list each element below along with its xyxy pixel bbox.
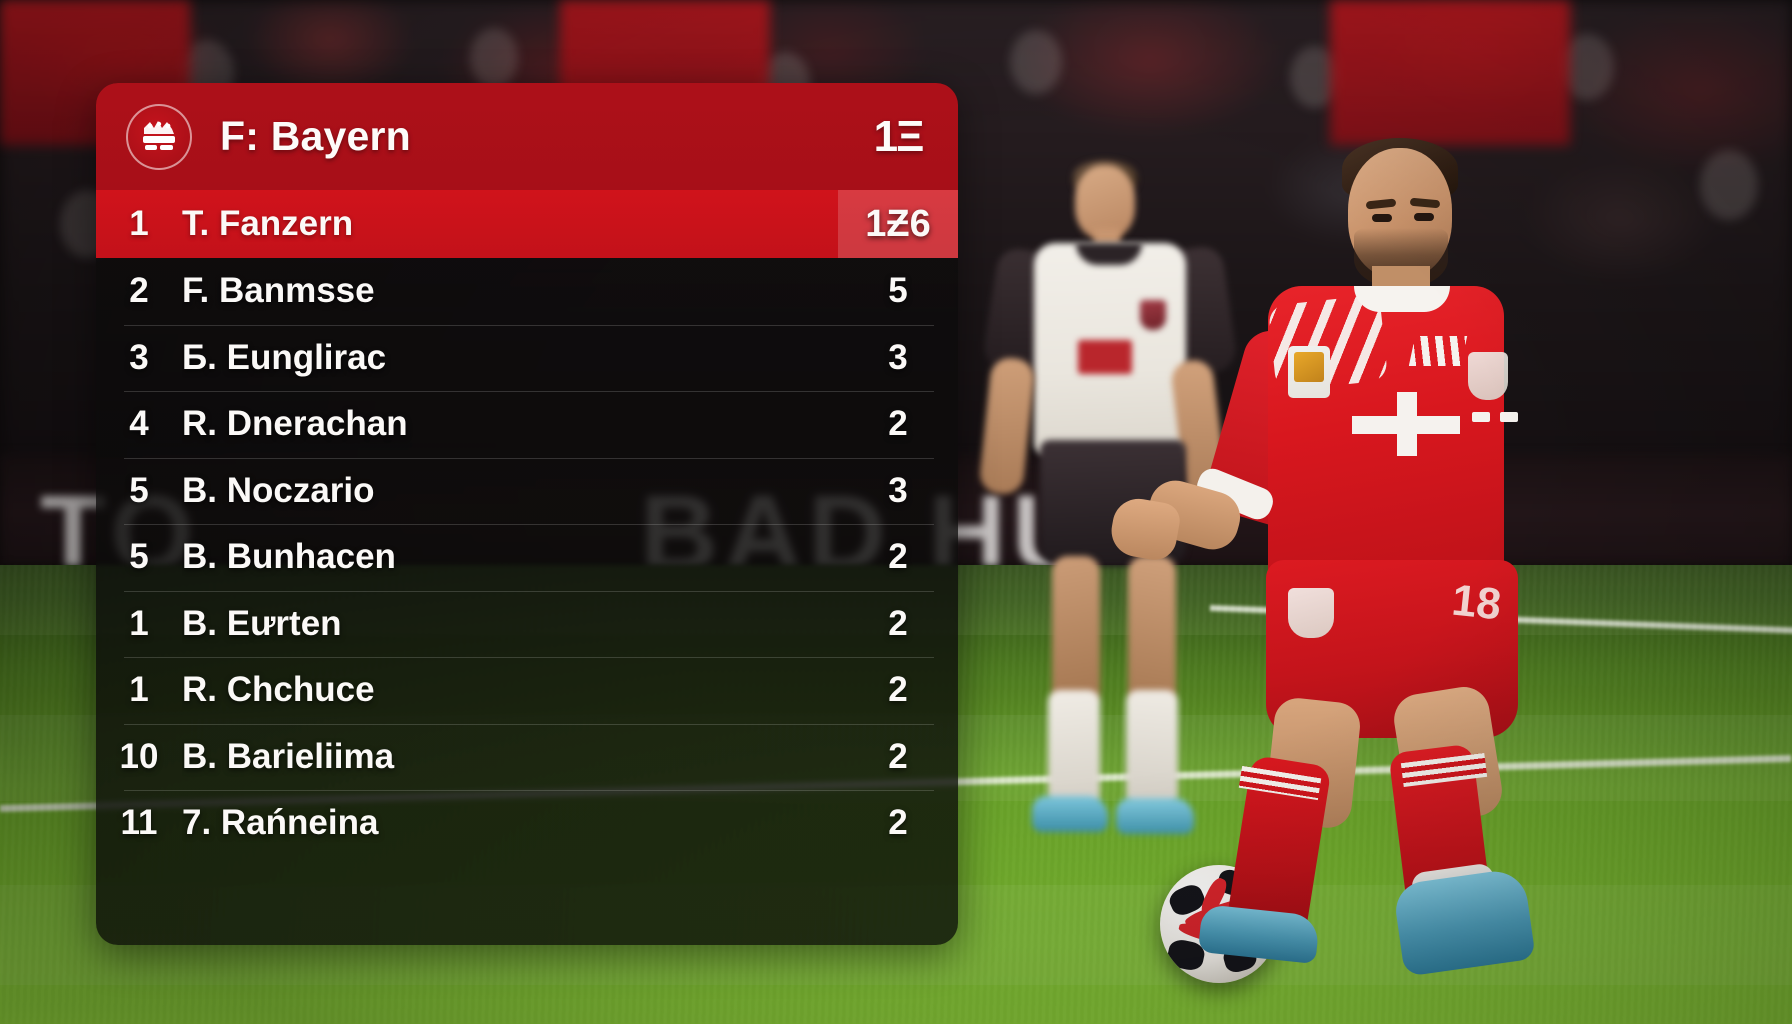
row-rank: 11	[120, 803, 158, 843]
row-name: B. Bunhacen	[182, 537, 396, 577]
shirt-sponsor-logo	[1352, 392, 1460, 456]
row-name: 7. Rańneina	[182, 803, 379, 843]
row-name: F. Banmsse	[182, 271, 375, 311]
row-value: 2	[888, 603, 908, 643]
table-row[interactable]: 5 B. Bunhacen 2	[96, 524, 958, 591]
row-rank: 5	[129, 537, 149, 577]
row-name: T. Fanzern	[182, 204, 354, 243]
page-title: F: Bayern	[220, 113, 411, 159]
player-shorts-number: 18	[1449, 575, 1504, 630]
table-row[interactable]: 5 B. Noczario 3	[96, 457, 958, 525]
row-name: B. Eưrten	[182, 603, 342, 643]
table-row[interactable]: 1 B. Eưrten 2	[96, 590, 958, 658]
player-eye	[1372, 214, 1392, 222]
row-value: 2	[888, 537, 908, 577]
league-badge-inner	[1294, 352, 1324, 382]
crowd-figure	[1010, 30, 1062, 94]
shirt-sponsor-dot	[1500, 412, 1518, 422]
stats-overlay-panel: F: Bayern 1Ξ 1 T. Fanzern 1Ƶ6 2 F. Banms…	[96, 83, 958, 945]
row-rank: 2	[129, 271, 149, 311]
shirt-sponsor-dot	[1472, 412, 1490, 422]
led-panel-red	[1330, 0, 1570, 145]
row-value: 2	[888, 404, 908, 444]
shorts-crest-icon	[1288, 588, 1334, 638]
club-crest-shirt-icon	[1468, 352, 1508, 400]
row-value: 3	[888, 470, 908, 510]
table-row[interactable]: 10 B. Barieliima 2	[96, 723, 958, 791]
row-name: B. Noczario	[182, 470, 375, 510]
row-value: 1Ƶ6	[838, 190, 958, 258]
background-player-sock	[1048, 690, 1100, 806]
background-player-collar	[1076, 243, 1142, 265]
row-name: Б. Eunglirac	[182, 337, 387, 377]
row-name: R. Chchuce	[182, 670, 375, 710]
background-player-boot	[1116, 798, 1194, 834]
background-player-sock	[1126, 690, 1178, 806]
background-player-crest	[1140, 300, 1166, 330]
row-value: 3	[888, 337, 908, 377]
row-rank: 1	[129, 670, 149, 710]
player-boot	[1392, 867, 1536, 977]
row-value: 2	[888, 736, 908, 776]
bundesliga-badge-icon: 1Ξ	[873, 111, 925, 161]
table-row[interactable]: 1 T. Fanzern 1Ƶ6	[96, 190, 958, 258]
player-eye	[1414, 213, 1434, 221]
table-row[interactable]: 3 Б. Eunglirac 3	[96, 324, 958, 392]
row-name: B. Barieliima	[182, 736, 395, 776]
row-value: 2	[888, 670, 908, 710]
row-rank: 4	[129, 404, 149, 444]
row-rank: 5	[129, 470, 149, 510]
row-rank: 1	[129, 204, 149, 243]
row-name: R. Dnerachan	[182, 404, 408, 444]
row-rank: 1	[129, 603, 149, 643]
panel-header: F: Bayern 1Ξ	[96, 83, 958, 190]
row-rank: 10	[119, 736, 159, 776]
background-player-sponsor-logo	[1078, 340, 1132, 374]
stats-rows-list: 1 T. Fanzern 1Ƶ6 2 F. Banmsse 5 3 Б. Eun…	[96, 190, 958, 857]
crowd-figure	[1700, 150, 1758, 220]
background-player-head	[1075, 165, 1135, 239]
table-row[interactable]: 1 R. Chchuce 2	[96, 657, 958, 724]
table-row[interactable]: 4 R. Dnerachan 2	[96, 391, 958, 458]
kit-brand-logo-icon	[1408, 336, 1468, 366]
crowd-figure	[470, 28, 518, 88]
background-player-leg	[1052, 556, 1100, 706]
row-value: 2	[888, 803, 908, 843]
club-crest-icon	[126, 103, 192, 170]
background-player-leg	[1128, 556, 1176, 706]
player-collar	[1354, 286, 1450, 312]
table-row[interactable]: 11 7. Rańneina 2	[96, 790, 958, 857]
table-row[interactable]: 2 F. Banmsse 5	[96, 258, 958, 325]
background-player-boot	[1032, 796, 1108, 832]
row-rank: 3	[129, 337, 149, 377]
row-value: 5	[888, 271, 908, 311]
